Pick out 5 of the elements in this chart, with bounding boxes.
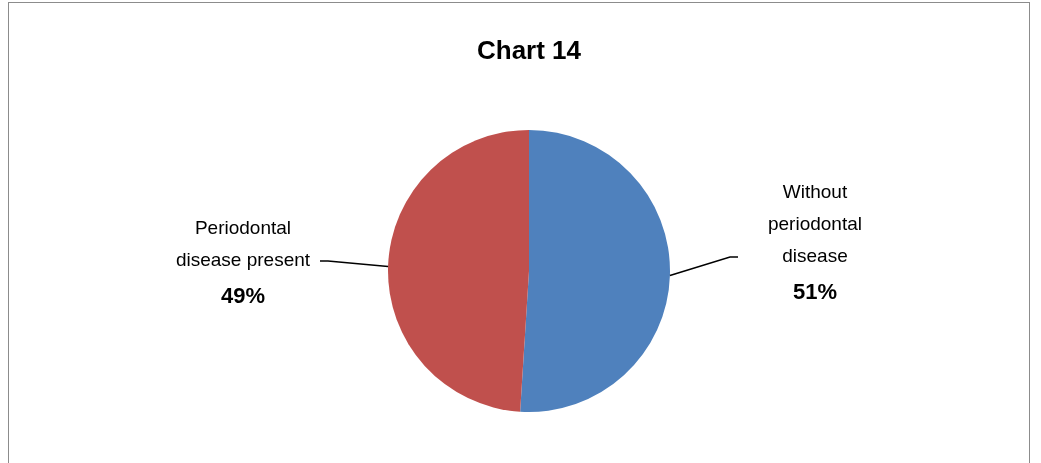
data-label: 51% — [792, 279, 838, 305]
chart-title: Chart 14 — [476, 35, 582, 66]
data-label: 49% — [220, 283, 266, 309]
slice-label: Periodontal disease present — [175, 217, 311, 271]
slice-label: Without periodontal disease — [767, 181, 863, 267]
